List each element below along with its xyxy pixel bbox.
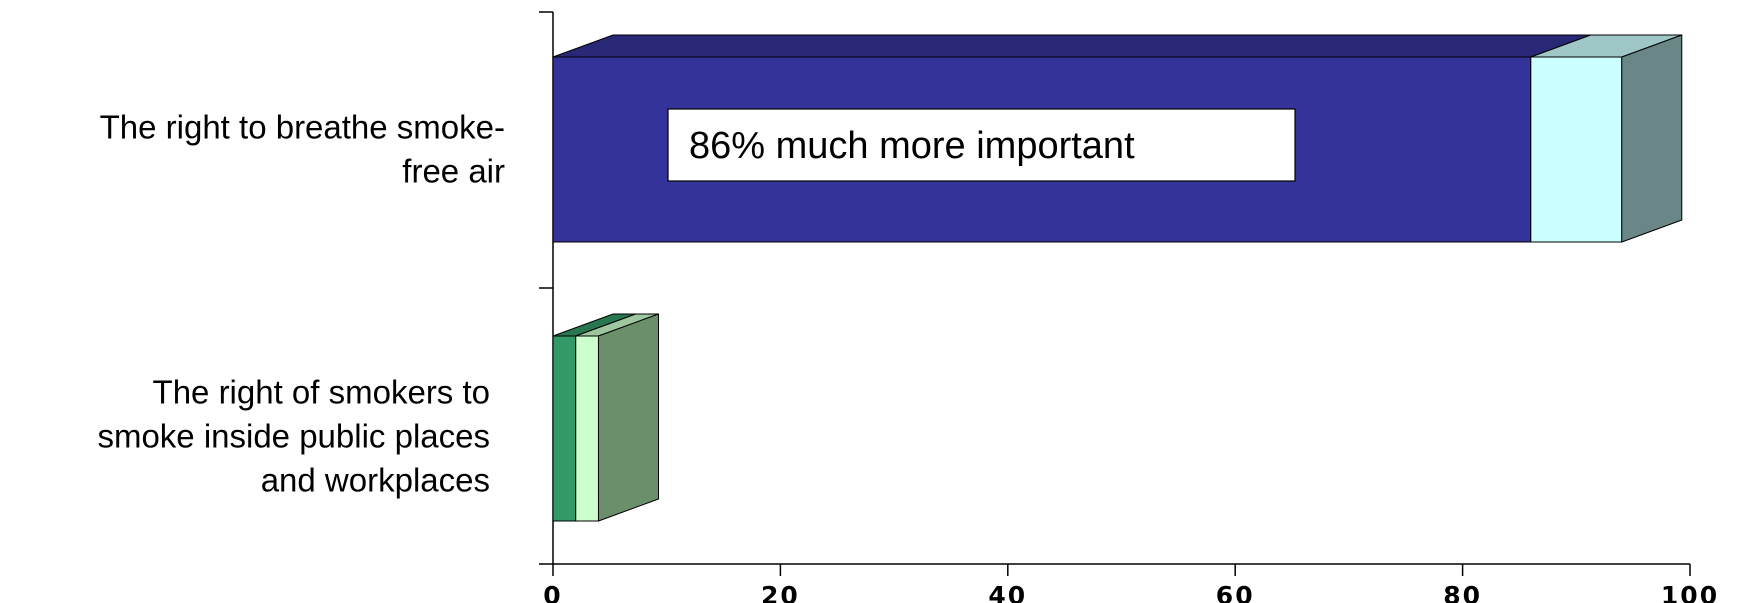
bar-side-1 xyxy=(597,313,659,522)
bar-top-0-0 xyxy=(552,34,1591,58)
category-label-line: smoke inside public places xyxy=(97,418,490,455)
category-label-line: and workplaces xyxy=(261,462,490,499)
category-label-1: The right of smokers to smoke inside publ… xyxy=(97,374,490,499)
x-tick-label: 0 xyxy=(543,581,562,603)
annotation-text: 86% much more important xyxy=(689,125,1135,167)
category-label-0: The right to breathe smoke-free air xyxy=(100,109,505,190)
bar-front-0-1 xyxy=(1530,56,1623,243)
category-label-line: free air xyxy=(402,153,505,190)
x-tick-label: 80 xyxy=(1443,581,1482,603)
annotation-box xyxy=(667,108,1296,182)
category-label-line: The right of smokers to xyxy=(153,374,490,411)
x-tick-label: 100 xyxy=(1661,581,1719,603)
category-label-line: The right to breathe smoke- xyxy=(100,109,505,146)
x-tick-label: 40 xyxy=(988,581,1027,603)
bar-front-1-0 xyxy=(552,335,577,522)
x-tick-label: 20 xyxy=(761,581,800,603)
bar-side-0 xyxy=(1621,34,1683,243)
bar-front-1-1 xyxy=(575,335,599,522)
x-tick-label: 60 xyxy=(1216,581,1255,603)
